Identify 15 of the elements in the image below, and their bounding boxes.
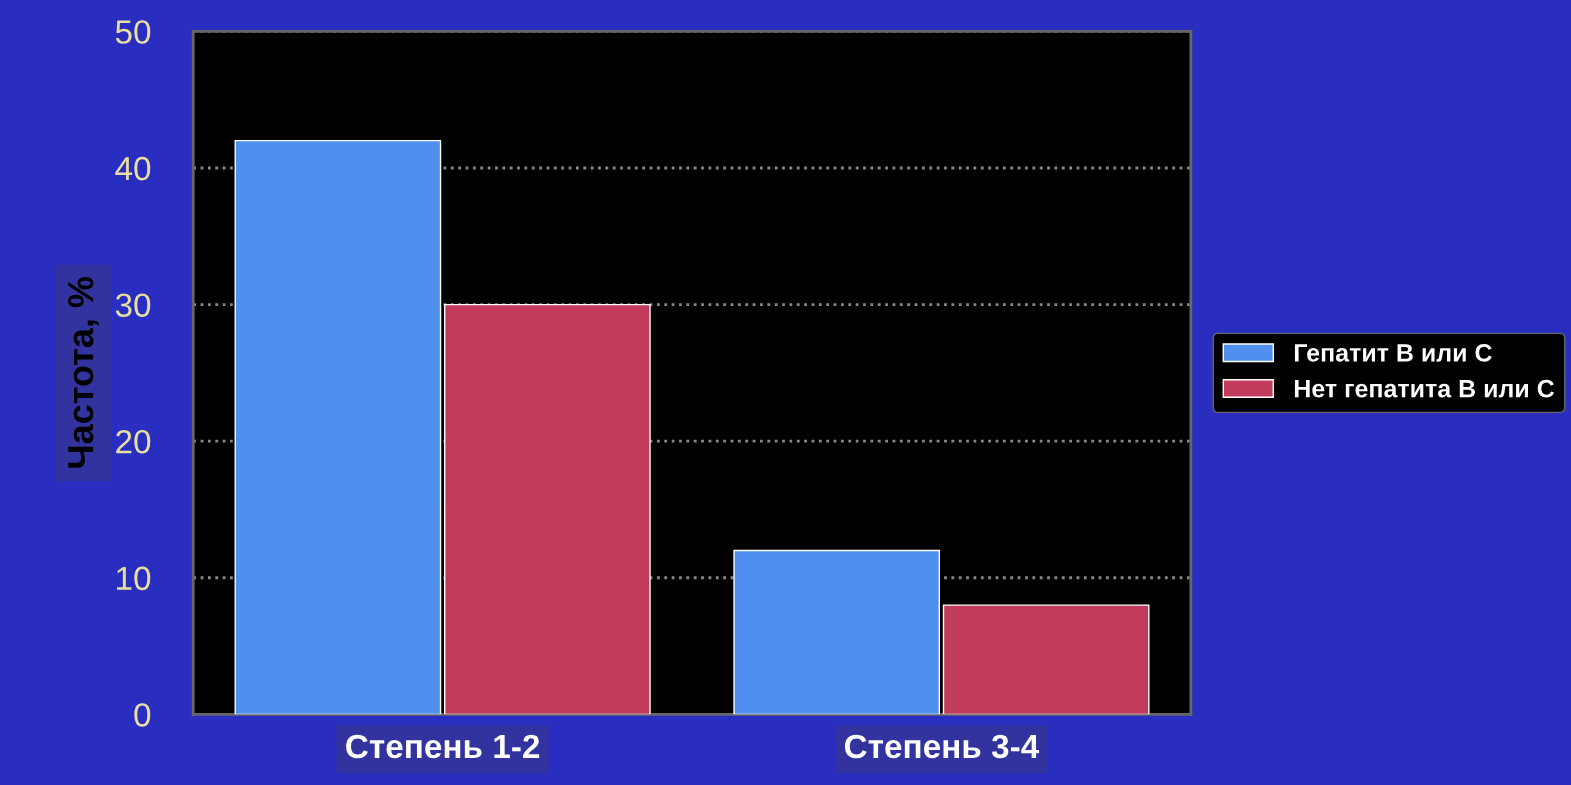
bar <box>234 139 442 715</box>
y-tick-label: 50 <box>115 20 151 44</box>
x-tick-label: Степень 3-4 <box>844 734 1040 759</box>
y-tick-label: 10 <box>117 566 151 591</box>
legend-label: Гепатит В или С <box>1294 343 1492 362</box>
y-tick-label: 40 <box>115 156 151 181</box>
y-tick-label: 0 <box>134 703 151 727</box>
bar <box>444 303 651 715</box>
bar <box>942 604 1150 715</box>
y-tick-label: 30 <box>115 293 151 317</box>
legend-label: Нет гепатита В или С <box>1294 379 1555 398</box>
x-tick-label: Степень 1-2 <box>346 734 540 759</box>
y-axis-title: Частота, % <box>67 276 99 468</box>
y-tick-label: 20 <box>116 429 151 454</box>
bar <box>733 549 941 715</box>
